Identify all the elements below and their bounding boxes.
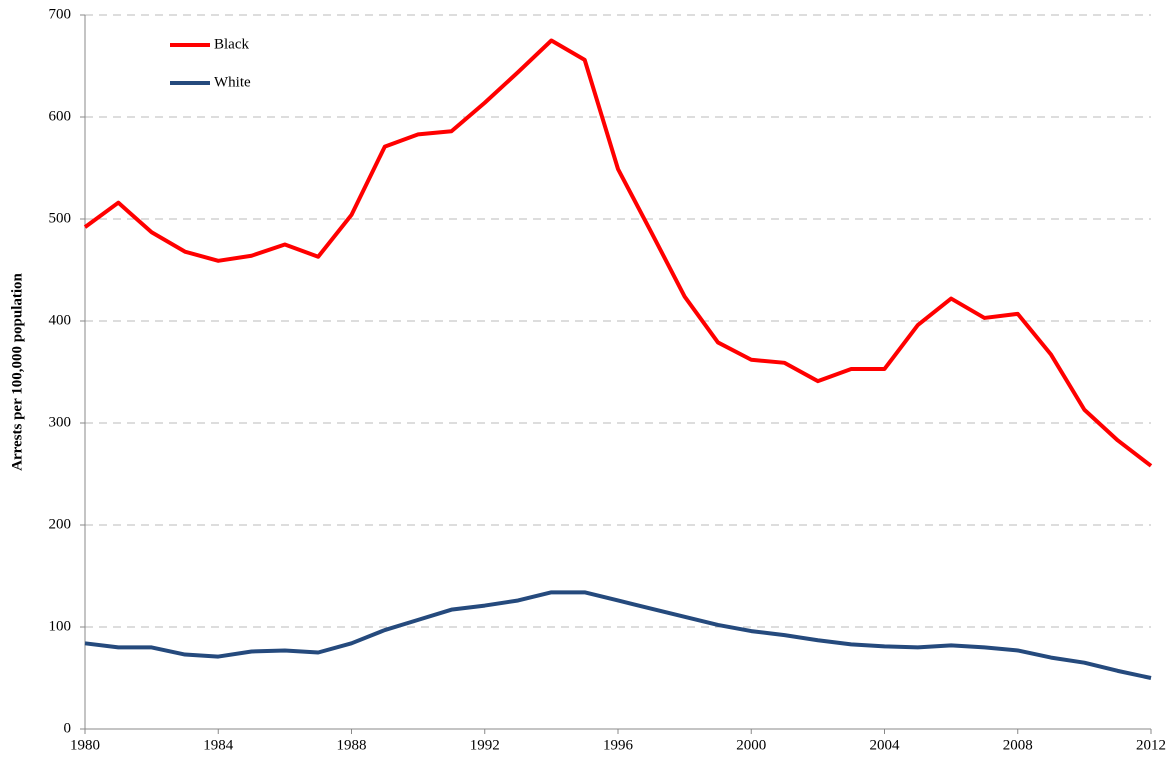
legend-label: White bbox=[214, 74, 251, 90]
x-tick-label: 1996 bbox=[603, 737, 634, 753]
x-tick-label: 2012 bbox=[1136, 737, 1166, 753]
x-tick-label: 2004 bbox=[870, 737, 901, 753]
y-tick-label: 200 bbox=[49, 516, 72, 532]
y-tick-label: 500 bbox=[49, 210, 72, 226]
series-line bbox=[83, 38, 1153, 468]
y-tick-label: 100 bbox=[49, 618, 72, 634]
x-tick-label: 1980 bbox=[70, 737, 100, 753]
y-tick-label: 600 bbox=[49, 108, 72, 124]
x-tick-label: 1988 bbox=[337, 737, 367, 753]
y-tick-label: 300 bbox=[49, 414, 72, 430]
x-tick-label: 2008 bbox=[1003, 737, 1033, 753]
y-tick-label: 400 bbox=[49, 312, 72, 328]
x-tick-label: 1984 bbox=[203, 737, 234, 753]
series-line bbox=[84, 590, 1152, 680]
y-axis-label: Arrests per 100,000 population bbox=[9, 272, 25, 470]
legend-label: Black bbox=[214, 36, 249, 52]
x-tick-label: 2000 bbox=[736, 737, 766, 753]
x-tick-label: 1992 bbox=[470, 737, 500, 753]
y-tick-label: 700 bbox=[49, 6, 72, 22]
y-tick-label: 0 bbox=[64, 720, 72, 736]
